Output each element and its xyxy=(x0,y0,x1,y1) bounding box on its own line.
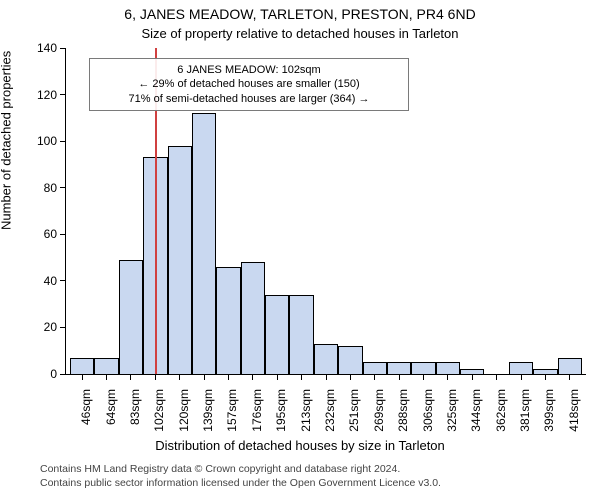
histogram-bar xyxy=(509,362,533,374)
xtick-label: 83sqm xyxy=(128,389,142,425)
xtick-label: 195sqm xyxy=(274,389,288,432)
histogram-bar xyxy=(289,295,313,374)
ytick-mark xyxy=(60,374,66,375)
histogram-bar xyxy=(558,358,582,374)
xtick-mark xyxy=(130,374,131,380)
xtick-label: 288sqm xyxy=(396,389,410,432)
x-axis-label: Distribution of detached houses by size … xyxy=(0,438,600,453)
y-axis-label: Number of detached properties xyxy=(0,51,14,230)
xtick-label: 251sqm xyxy=(347,389,361,432)
annotation-line1: 6 JANES MEADOW: 102sqm xyxy=(100,63,398,77)
xtick-label: 120sqm xyxy=(177,389,191,432)
xtick-label: 139sqm xyxy=(201,389,215,432)
xtick-label: 46sqm xyxy=(79,389,93,425)
histogram-bar xyxy=(387,362,411,374)
xtick-label: 306sqm xyxy=(421,389,435,432)
ytick-mark xyxy=(60,141,66,142)
xtick-mark xyxy=(301,374,302,380)
xtick-mark xyxy=(204,374,205,380)
footer-line2: Contains public sector information licen… xyxy=(40,476,580,490)
annotation-box: 6 JANES MEADOW: 102sqm← 29% of detached … xyxy=(89,58,409,111)
xtick-mark xyxy=(179,374,180,380)
annotation-line3: 71% of semi-detached houses are larger (… xyxy=(100,92,398,106)
ytick-label: 80 xyxy=(44,181,57,195)
histogram-bar xyxy=(314,344,338,374)
xtick-label: 232sqm xyxy=(323,389,337,432)
xtick-mark xyxy=(350,374,351,380)
histogram-bar xyxy=(338,346,362,374)
ytick-label: 140 xyxy=(37,41,57,55)
xtick-mark xyxy=(447,374,448,380)
xtick-label: 418sqm xyxy=(567,389,581,432)
ytick-mark xyxy=(60,327,66,328)
ytick-mark xyxy=(60,94,66,95)
histogram-bar xyxy=(70,358,94,374)
xtick-mark xyxy=(521,374,522,380)
xtick-label: 269sqm xyxy=(372,389,386,432)
histogram-bar xyxy=(265,295,289,374)
xtick-mark xyxy=(82,374,83,380)
annotation-line2: ← 29% of detached houses are smaller (15… xyxy=(100,77,398,91)
xtick-label: 176sqm xyxy=(250,389,264,432)
xtick-label: 399sqm xyxy=(542,389,556,432)
ytick-mark xyxy=(60,280,66,281)
xtick-mark xyxy=(423,374,424,380)
xtick-label: 213sqm xyxy=(299,389,313,432)
plot-area: 02040608010012014046sqm64sqm83sqm102sqm1… xyxy=(65,48,586,375)
xtick-mark xyxy=(545,374,546,380)
histogram-bar xyxy=(216,267,240,374)
histogram-bar xyxy=(168,146,192,374)
footer-attribution: Contains HM Land Registry data © Crown c… xyxy=(40,462,580,490)
chart-title-line2: Size of property relative to detached ho… xyxy=(0,26,600,41)
xtick-mark xyxy=(228,374,229,380)
histogram-bar xyxy=(411,362,435,374)
histogram-bar xyxy=(94,358,118,374)
xtick-mark xyxy=(569,374,570,380)
xtick-mark xyxy=(399,374,400,380)
xtick-mark xyxy=(496,374,497,380)
xtick-mark xyxy=(472,374,473,380)
xtick-mark xyxy=(252,374,253,380)
histogram-bar xyxy=(436,362,460,374)
ytick-label: 0 xyxy=(50,367,57,381)
xtick-mark xyxy=(277,374,278,380)
xtick-mark xyxy=(374,374,375,380)
ytick-mark xyxy=(60,187,66,188)
ytick-label: 120 xyxy=(37,88,57,102)
xtick-mark xyxy=(155,374,156,380)
xtick-label: 362sqm xyxy=(494,389,508,432)
histogram-bar xyxy=(119,260,143,374)
ytick-label: 100 xyxy=(37,134,57,148)
ytick-mark xyxy=(60,48,66,49)
xtick-label: 102sqm xyxy=(152,389,166,432)
footer-line1: Contains HM Land Registry data © Crown c… xyxy=(40,462,580,476)
xtick-label: 64sqm xyxy=(104,389,118,425)
chart-container: { "title_line1": "6, JANES MEADOW, TARLE… xyxy=(0,0,600,500)
ytick-label: 60 xyxy=(44,227,57,241)
chart-title-line1: 6, JANES MEADOW, TARLETON, PRESTON, PR4 … xyxy=(0,6,600,22)
ytick-mark xyxy=(60,234,66,235)
xtick-mark xyxy=(326,374,327,380)
xtick-label: 325sqm xyxy=(445,389,459,432)
ytick-label: 20 xyxy=(44,320,57,334)
xtick-label: 157sqm xyxy=(225,389,239,432)
xtick-mark xyxy=(106,374,107,380)
ytick-label: 40 xyxy=(44,274,57,288)
histogram-bar xyxy=(241,262,265,374)
histogram-bar xyxy=(192,113,216,374)
xtick-label: 381sqm xyxy=(518,389,532,432)
histogram-bar xyxy=(363,362,387,374)
xtick-label: 344sqm xyxy=(469,389,483,432)
